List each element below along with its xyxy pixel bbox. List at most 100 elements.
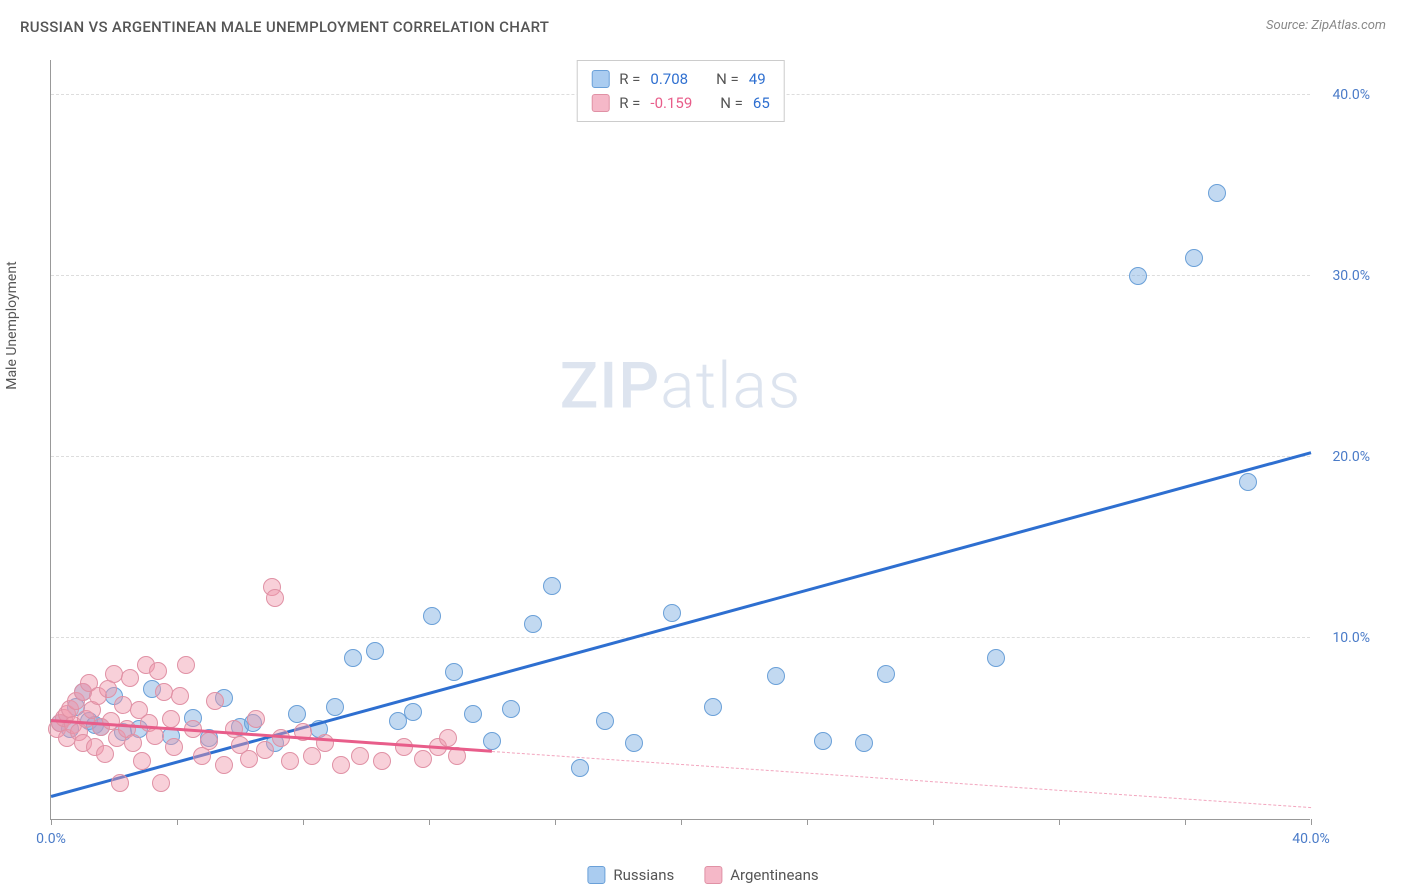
data-point	[247, 710, 265, 728]
data-point	[404, 703, 422, 721]
data-point	[1185, 249, 1203, 267]
data-point	[767, 667, 785, 685]
legend-item-argentineans: Argentineans	[704, 866, 818, 884]
data-point	[215, 756, 233, 774]
data-point	[332, 756, 350, 774]
y-tick-label: 40.0%	[1332, 87, 1370, 103]
data-point	[877, 665, 895, 683]
data-point	[987, 649, 1005, 667]
x-tick	[1185, 819, 1186, 825]
data-point	[439, 729, 457, 747]
stats-legend: R = 0.708 N = 49 R = -0.159 N = 65	[576, 60, 785, 122]
x-tick	[177, 819, 178, 825]
gridline	[51, 275, 1310, 276]
data-point	[704, 698, 722, 716]
watermark: ZIPatlas	[560, 349, 802, 424]
stats-row-russians: R = 0.708 N = 49	[591, 67, 770, 91]
n-label: N =	[720, 91, 743, 115]
chart-container: RUSSIAN VS ARGENTINEAN MALE UNEMPLOYMENT…	[0, 0, 1406, 892]
data-point	[351, 747, 369, 765]
data-point	[373, 752, 391, 770]
x-tick-label: 0.0%	[36, 831, 66, 847]
data-point	[596, 712, 614, 730]
data-point	[121, 669, 139, 687]
data-point	[625, 734, 643, 752]
plot-area: ZIPatlas R = 0.708 N = 49 R = -0.159 N =…	[50, 60, 1310, 820]
data-point	[200, 732, 218, 750]
data-point	[256, 741, 274, 759]
swatch-argentineans	[591, 94, 609, 112]
data-point	[165, 738, 183, 756]
x-tick	[1059, 819, 1060, 825]
r-value-argentineans: -0.159	[650, 91, 692, 115]
data-point	[464, 705, 482, 723]
x-tick	[807, 819, 808, 825]
watermark-rest: atlas	[660, 349, 801, 424]
data-point	[855, 734, 873, 752]
data-point	[152, 774, 170, 792]
data-point	[96, 745, 114, 763]
y-tick-label: 20.0%	[1332, 449, 1370, 465]
data-point	[162, 710, 180, 728]
data-point	[177, 656, 195, 674]
swatch-russians-bottom	[587, 866, 605, 884]
x-tick	[303, 819, 304, 825]
data-point	[288, 705, 306, 723]
data-point	[814, 732, 832, 750]
data-point	[543, 577, 561, 595]
stats-row-argentineans: R = -0.159 N = 65	[591, 91, 770, 115]
r-label: R =	[619, 67, 640, 91]
x-tick	[933, 819, 934, 825]
chart-source: Source: ZipAtlas.com	[1266, 18, 1386, 33]
legend-item-russians: Russians	[587, 866, 674, 884]
n-value-argentineans: 65	[753, 91, 770, 115]
data-point	[171, 687, 189, 705]
x-tick	[429, 819, 430, 825]
swatch-argentineans-bottom	[704, 866, 722, 884]
data-point	[524, 615, 542, 633]
legend-label-argentineans: Argentineans	[730, 866, 818, 884]
data-point	[124, 734, 142, 752]
gridline	[51, 456, 1310, 457]
data-point	[1239, 473, 1257, 491]
data-point	[571, 759, 589, 777]
n-label: N =	[716, 67, 739, 91]
chart-title: RUSSIAN VS ARGENTINEAN MALE UNEMPLOYMENT…	[20, 18, 549, 36]
data-point	[281, 752, 299, 770]
data-point	[133, 752, 151, 770]
data-point	[266, 589, 284, 607]
data-point	[149, 662, 167, 680]
n-value-russians: 49	[749, 67, 766, 91]
data-point	[395, 738, 413, 756]
data-point	[366, 642, 384, 660]
data-point	[414, 750, 432, 768]
legend-label-russians: Russians	[613, 866, 674, 884]
data-point	[502, 700, 520, 718]
data-point	[326, 698, 344, 716]
x-tick	[555, 819, 556, 825]
data-point	[111, 774, 129, 792]
data-point	[663, 604, 681, 622]
data-point	[1208, 184, 1226, 202]
data-point	[423, 607, 441, 625]
swatch-russians	[591, 70, 609, 88]
x-tick	[51, 819, 52, 825]
data-point	[483, 732, 501, 750]
x-tick	[681, 819, 682, 825]
trend-line	[492, 751, 1311, 808]
gridline	[51, 637, 1310, 638]
y-tick-label: 10.0%	[1332, 630, 1370, 646]
data-point	[146, 727, 164, 745]
x-tick-label: 40.0%	[1292, 831, 1330, 847]
r-value-russians: 0.708	[650, 67, 688, 91]
y-tick-label: 30.0%	[1332, 268, 1370, 284]
data-point	[445, 663, 463, 681]
data-point	[1129, 267, 1147, 285]
r-label: R =	[619, 91, 640, 115]
watermark-bold: ZIP	[560, 349, 661, 424]
x-tick	[1311, 819, 1312, 825]
data-point	[344, 649, 362, 667]
bottom-legend: Russians Argentineans	[587, 866, 818, 884]
y-axis-label: Male Unemployment	[4, 261, 20, 389]
data-point	[206, 692, 224, 710]
